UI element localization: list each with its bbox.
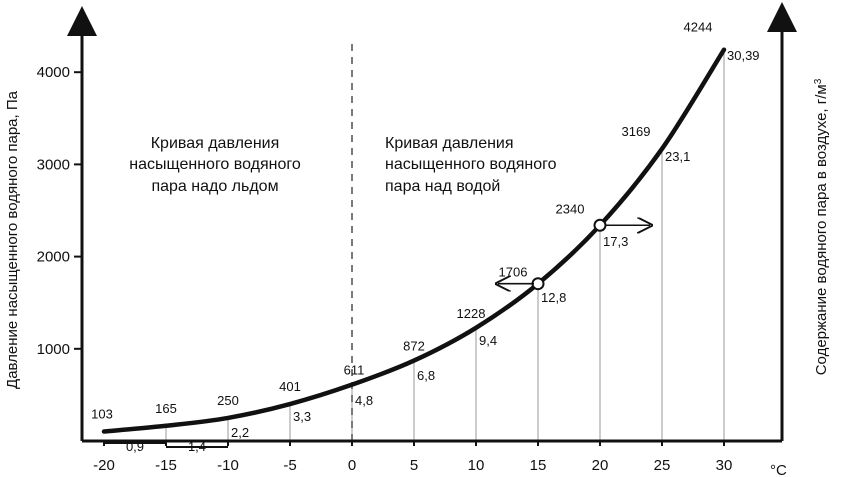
content-label: 4,8 — [355, 393, 373, 408]
x-axis-tick-label: 5 — [410, 457, 418, 474]
pressure-label: 611 — [344, 363, 365, 378]
note-ice-line-2: насыщенного водяного — [129, 156, 301, 173]
x-axis-ticks: -20 -15 -10 -5 0 5 10 15 20 25 30 — [93, 441, 732, 474]
x-axis-tick-label: 15 — [530, 457, 547, 474]
y-axis-tick-label: 2000 — [37, 249, 70, 266]
note-ice: Кривая давления насыщенного водяного пар… — [129, 135, 301, 195]
pressure-label: 1706 — [499, 265, 528, 280]
pressure-curve — [101, 47, 727, 434]
pressure-labels: 103 165 250 401 611 872 1228 1706 2340 3169 4244 — [91, 20, 712, 422]
x-axis-tick-label: -5 — [283, 457, 296, 474]
content-label: 30,39 — [727, 48, 760, 63]
state-arrows — [498, 225, 650, 283]
x-axis-tick-label: 10 — [468, 457, 485, 474]
pressure-label: 165 — [155, 401, 177, 416]
content-label: 6,8 — [417, 368, 435, 383]
pressure-label: 872 — [403, 339, 425, 354]
y-axis-tick-label: 3000 — [37, 156, 70, 173]
guides-layer — [165, 42, 725, 441]
pressure-label: 4244 — [684, 20, 713, 35]
note-water-line-3: пара над водой — [385, 178, 500, 195]
left-y-axis-ticks: 1000 2000 3000 4000 — [37, 64, 82, 358]
pressure-label: 401 — [279, 379, 301, 394]
note-water-line-1: Кривая давления — [385, 135, 514, 152]
y-axis-tick-label: 1000 — [37, 341, 70, 358]
x-axis-tick-label: 20 — [592, 457, 609, 474]
x-axis-tick-label: -15 — [155, 457, 177, 474]
note-ice-line-3: пара надо льдом — [151, 178, 278, 195]
content-label: 2,2 — [231, 425, 249, 440]
x-axis-tick-label: -20 — [93, 457, 115, 474]
note-water-line-2: насыщенного водяного — [385, 156, 557, 173]
content-label: 3,3 — [293, 409, 311, 424]
pressure-label: 103 — [91, 407, 113, 422]
right-y-axis-title: Содержание водяного пара в воздухе, г/м3 — [813, 78, 831, 375]
note-water: Кривая давления насыщенного водяного пар… — [385, 135, 557, 195]
content-label: 12,8 — [541, 290, 566, 305]
pressure-label: 250 — [217, 393, 239, 408]
x-axis-unit: °C — [770, 462, 787, 477]
note-ice-line-1: Кривая давления — [151, 135, 280, 152]
content-label: 23,1 — [665, 149, 690, 164]
pressure-label: 3169 — [622, 124, 651, 139]
marked-point — [593, 218, 607, 232]
vertical-guides — [165, 49, 725, 441]
axes-layer: -20 -15 -10 -5 0 5 10 15 20 25 30 1000 2000 3000 4000 — [37, 2, 797, 474]
content-label: 0,9 — [126, 439, 144, 454]
x-axis-tick-label: 30 — [716, 457, 733, 474]
x-axis-tick-label: 0 — [348, 457, 356, 474]
y-axis-tick-label: 4000 — [37, 64, 70, 81]
x-axis-tick-label: 25 — [654, 457, 671, 474]
curve-layer — [101, 47, 727, 434]
pressure-label: 1228 — [457, 306, 486, 321]
right-y-axis-title-superscript: 3 — [813, 78, 824, 84]
content-label: 9,4 — [479, 333, 497, 348]
content-label: 17,3 — [603, 234, 628, 249]
right-y-axis-title-main: Содержание водяного пара в воздухе, г/м — [813, 84, 830, 375]
left-y-axis-title: Давление насыщенного водяного пара, Па — [4, 90, 21, 389]
pressure-label: 2340 — [556, 201, 585, 216]
x-axis-tick-label: -10 — [217, 457, 239, 474]
marked-point — [531, 277, 545, 291]
content-labels: 0,9 1,42,23,34,86,89,412,817,323,130,39 — [104, 48, 760, 454]
